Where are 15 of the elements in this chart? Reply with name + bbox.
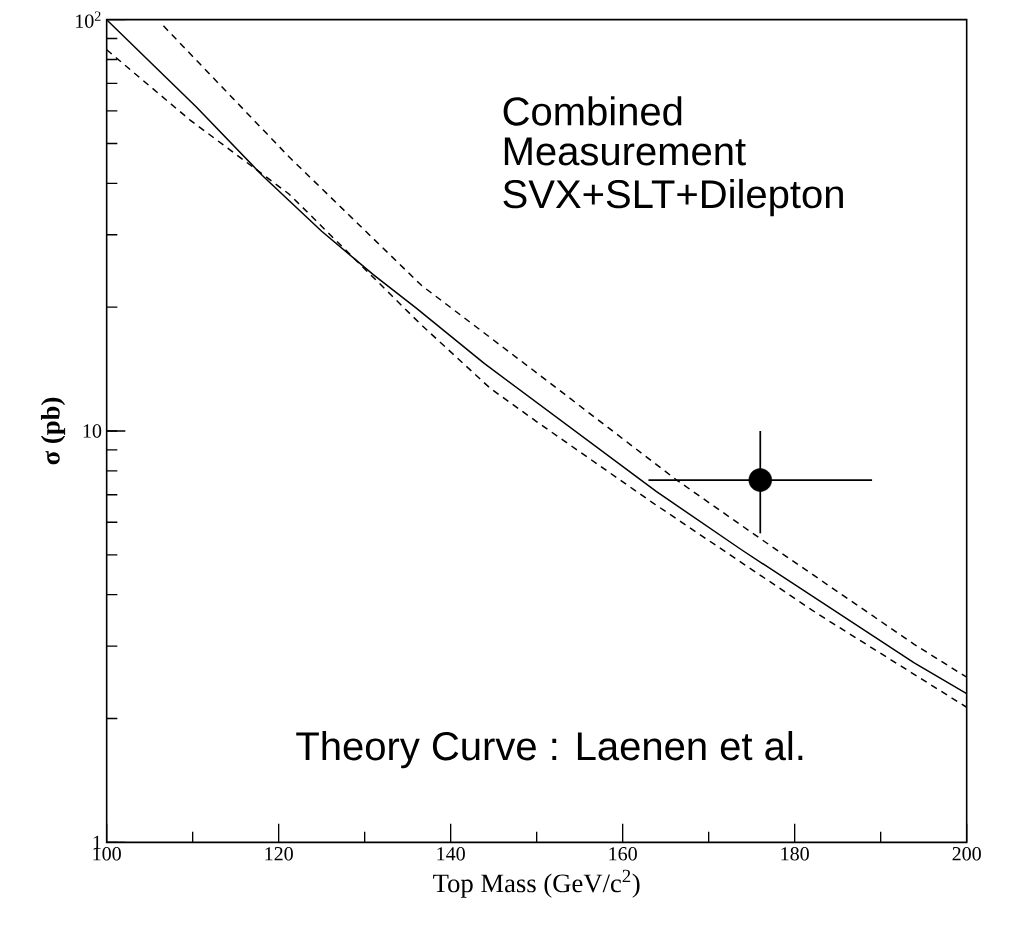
x-tick-label: 100 xyxy=(93,847,121,861)
annotation: Combined xyxy=(503,96,682,126)
x-tick-label: 180 xyxy=(781,847,809,861)
y-axis-title: σ (pb) xyxy=(40,397,66,465)
annotation: Theory Curve : Laenen et al. xyxy=(296,731,803,769)
x-tick-label: 200 xyxy=(952,847,981,861)
x-tick-label: 160 xyxy=(609,847,637,861)
annotation: Measurement xyxy=(504,137,746,166)
x-axis-title: Top Mass (GeV/c$^{2}$) xyxy=(433,869,640,898)
y-tick-label: 1 xyxy=(93,835,101,849)
x-tick-label: 120 xyxy=(265,847,293,861)
y-tick-label: 10$^{2}$ xyxy=(76,11,101,28)
x-tick-label: 140 xyxy=(437,847,465,861)
y-tick-label: 10 xyxy=(83,424,102,438)
annotation: SVX+SLT+Dilepton xyxy=(503,178,843,217)
